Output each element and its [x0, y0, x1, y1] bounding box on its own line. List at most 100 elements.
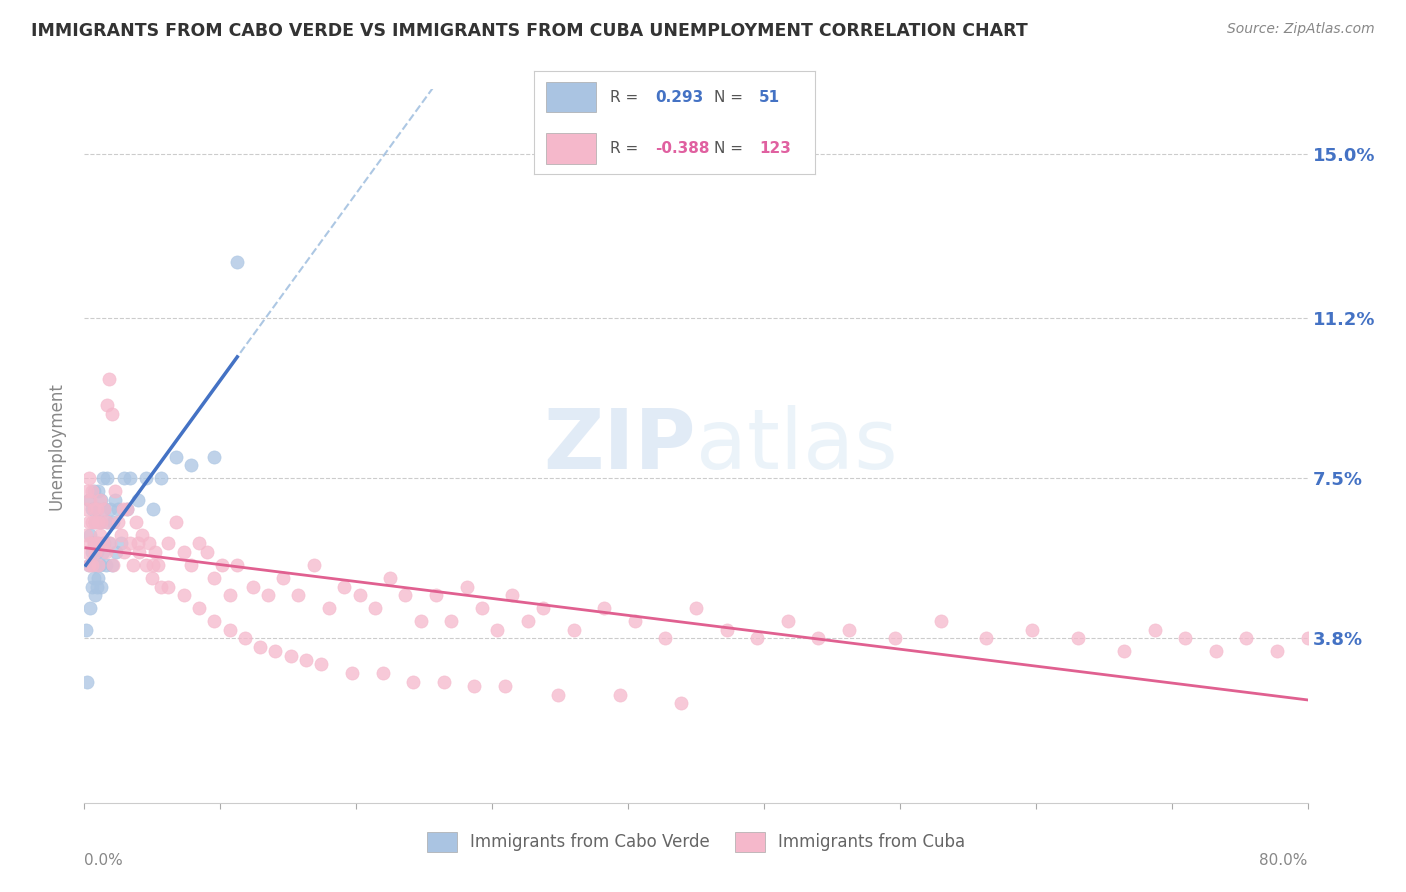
Point — [83, 501, 105, 516]
Point — [86, 536, 108, 550]
Point — [318, 601, 340, 615]
Point — [105, 545, 128, 559]
Point — [1114, 644, 1136, 658]
Point — [456, 580, 478, 594]
Point — [110, 527, 132, 541]
Point — [142, 558, 165, 572]
Point — [112, 545, 135, 559]
Point — [125, 515, 148, 529]
Point — [1174, 632, 1197, 646]
Point — [111, 501, 134, 516]
Point — [93, 536, 115, 550]
Point — [89, 527, 111, 541]
Point — [128, 545, 150, 559]
Point — [149, 580, 172, 594]
Point — [86, 501, 108, 516]
Point — [471, 601, 494, 615]
Point — [96, 515, 118, 529]
Point — [143, 545, 166, 559]
Text: 0.0%: 0.0% — [84, 853, 124, 868]
Point — [83, 536, 105, 550]
Point — [79, 527, 101, 541]
Point — [87, 484, 110, 499]
Point — [120, 471, 142, 485]
Point — [79, 601, 101, 615]
Point — [77, 471, 100, 485]
Point — [86, 580, 108, 594]
Point — [76, 674, 98, 689]
Point — [264, 644, 287, 658]
Point — [1021, 623, 1043, 637]
Point — [371, 666, 394, 681]
Point — [380, 571, 402, 585]
Text: ZIP: ZIP — [544, 406, 696, 486]
Point — [141, 571, 163, 585]
Point — [1143, 623, 1166, 637]
Point — [135, 471, 157, 485]
Point — [1205, 644, 1227, 658]
Text: Source: ZipAtlas.com: Source: ZipAtlas.com — [1227, 22, 1375, 37]
Point — [333, 580, 356, 594]
Point — [120, 536, 142, 550]
Point — [77, 558, 100, 572]
Text: R =: R = — [610, 89, 638, 104]
Point — [98, 536, 121, 550]
Point — [249, 640, 271, 654]
Text: R =: R = — [610, 141, 638, 156]
Point — [807, 632, 830, 646]
Point — [271, 571, 294, 585]
Point — [75, 527, 97, 541]
Point — [93, 501, 115, 516]
Text: N =: N = — [714, 141, 744, 156]
Point — [89, 515, 111, 529]
Point — [295, 653, 318, 667]
Point — [110, 536, 132, 550]
Point — [402, 674, 425, 689]
Point — [142, 501, 165, 516]
Point — [135, 558, 157, 572]
Point — [97, 536, 120, 550]
Point — [104, 493, 127, 508]
Point — [531, 601, 554, 615]
Point — [883, 632, 905, 646]
Point — [90, 493, 112, 508]
Text: 51: 51 — [759, 89, 780, 104]
Point — [747, 632, 769, 646]
Point — [776, 614, 799, 628]
Point — [188, 536, 211, 550]
Point — [79, 536, 101, 550]
Point — [257, 588, 280, 602]
Point — [180, 558, 202, 572]
Point — [138, 536, 160, 550]
Point — [287, 588, 309, 602]
Point — [122, 558, 145, 572]
Point — [302, 558, 325, 572]
Text: 123: 123 — [759, 141, 792, 156]
Point — [624, 614, 647, 628]
Point — [433, 674, 456, 689]
Point — [685, 601, 707, 615]
Point — [188, 601, 211, 615]
Point — [127, 493, 149, 508]
Point — [440, 614, 463, 628]
Point — [233, 632, 256, 646]
Point — [195, 545, 218, 559]
Point — [494, 679, 516, 693]
Point — [838, 623, 860, 637]
Point — [103, 515, 125, 529]
Point — [1067, 632, 1090, 646]
Point — [107, 515, 129, 529]
Text: 80.0%: 80.0% — [1260, 853, 1308, 868]
Point — [593, 601, 616, 615]
Point — [976, 632, 998, 646]
Point — [75, 501, 97, 516]
Text: atlas: atlas — [696, 406, 897, 486]
Point — [149, 471, 172, 485]
Point — [84, 558, 107, 572]
Point — [409, 614, 432, 628]
Point — [716, 623, 738, 637]
Point — [349, 588, 371, 602]
Point — [86, 501, 108, 516]
Point — [131, 527, 153, 541]
Point — [157, 536, 180, 550]
